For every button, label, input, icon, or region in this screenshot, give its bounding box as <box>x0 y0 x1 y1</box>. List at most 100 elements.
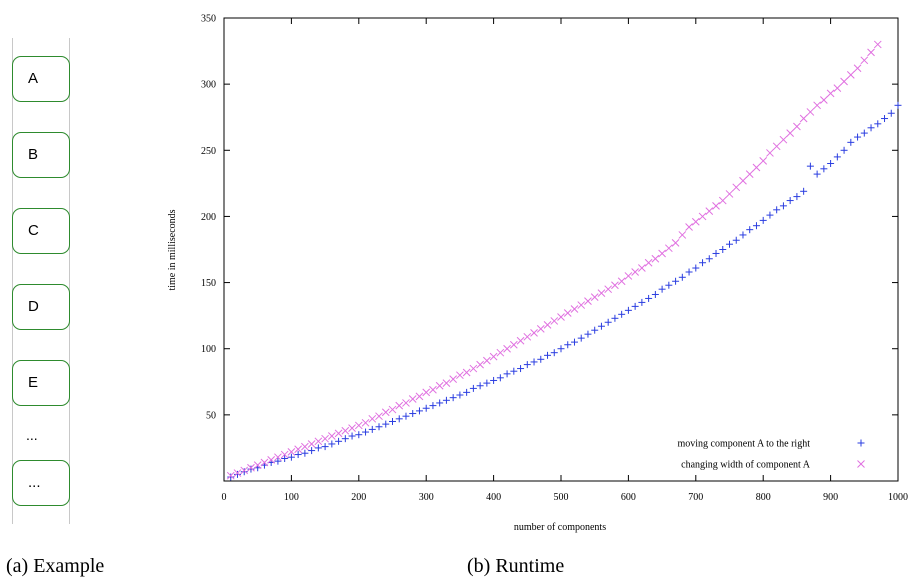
data-point <box>523 332 532 341</box>
data-point <box>368 414 377 423</box>
data-point <box>665 281 673 289</box>
data-point <box>678 231 687 239</box>
cross-b <box>530 328 538 337</box>
cross-b <box>226 471 235 480</box>
data-point <box>590 293 599 301</box>
data-point <box>523 361 531 369</box>
x-tick-label: 700 <box>688 492 703 503</box>
data-point <box>489 352 498 361</box>
data-point <box>247 465 255 473</box>
data-point <box>476 360 484 369</box>
data-point <box>408 395 417 403</box>
cross-b <box>644 258 653 267</box>
legend: moving component A to the right changing … <box>678 439 865 471</box>
data-point <box>287 448 296 456</box>
data-point <box>469 384 477 392</box>
cross-b <box>462 368 471 377</box>
data-point <box>335 437 343 445</box>
cross-b <box>523 332 532 341</box>
cross-b <box>671 239 680 247</box>
data-point <box>301 449 309 457</box>
data-point <box>786 129 795 137</box>
data-point <box>240 468 248 476</box>
data-point <box>550 317 559 325</box>
cross-b <box>584 297 592 305</box>
data-point <box>348 424 356 432</box>
cross-b <box>857 460 865 468</box>
data-point <box>638 264 646 272</box>
cross-b <box>712 201 720 210</box>
cross-b <box>280 450 289 459</box>
caption-runtime: (b) Runtime <box>467 555 565 577</box>
cross-b <box>321 434 329 443</box>
data-point <box>685 223 693 231</box>
data-point <box>894 101 902 109</box>
data-point <box>651 254 660 263</box>
cross-b <box>833 84 842 92</box>
data-point <box>773 206 781 214</box>
data-point <box>854 133 862 141</box>
legend-label: moving component A to the right <box>678 439 811 450</box>
data-point <box>759 157 768 165</box>
data-point <box>389 417 396 425</box>
data-point <box>726 240 733 248</box>
cross-b <box>759 157 768 165</box>
cross-b <box>361 418 370 427</box>
component-box-e: E <box>12 360 70 406</box>
data-point <box>745 170 754 178</box>
data-point <box>793 193 801 201</box>
cross-b <box>334 429 343 438</box>
data-point <box>813 170 821 178</box>
data-point <box>725 190 734 198</box>
data-point <box>536 325 545 333</box>
cross-b <box>826 89 835 98</box>
data-point <box>631 268 639 276</box>
cross-b <box>247 463 255 472</box>
data-point <box>860 56 869 65</box>
data-point <box>308 447 316 455</box>
data-point <box>247 463 255 472</box>
cross-b <box>786 129 795 137</box>
data-point <box>658 249 666 258</box>
data-point <box>509 340 518 349</box>
data-point <box>530 328 538 337</box>
cross-b <box>354 421 363 430</box>
data-point <box>719 246 727 253</box>
data-point <box>496 374 504 382</box>
data-point <box>449 375 458 383</box>
cross-b <box>456 371 464 380</box>
cross-b <box>489 352 498 361</box>
cross-b <box>314 437 323 446</box>
data-point <box>429 402 437 410</box>
cross-b <box>287 448 296 456</box>
cross-b <box>705 207 714 215</box>
data-point <box>739 176 747 185</box>
data-point <box>806 108 815 116</box>
data-point <box>570 338 578 346</box>
data-point <box>530 358 538 366</box>
legend-label: changing width of component A <box>681 460 811 471</box>
data-point <box>253 461 262 469</box>
data-point <box>624 306 632 314</box>
data-point <box>644 258 653 267</box>
data-point <box>597 289 606 298</box>
series-width <box>226 40 882 480</box>
data-point <box>537 355 545 363</box>
data-point <box>496 348 505 357</box>
data-point <box>442 379 451 387</box>
x-tick-label: 500 <box>554 492 569 503</box>
data-point <box>226 471 235 480</box>
data-point <box>752 222 760 230</box>
data-point <box>698 212 707 221</box>
data-point <box>476 382 484 390</box>
data-point <box>827 160 835 168</box>
cross-b <box>307 440 316 448</box>
data-point <box>395 415 403 423</box>
cross-b <box>718 196 727 205</box>
x-tick-label: 0 <box>222 492 227 503</box>
data-point <box>617 277 626 286</box>
data-point <box>591 326 599 334</box>
cross-b <box>375 412 383 421</box>
data-point <box>826 89 835 98</box>
plot-frame <box>223 17 899 482</box>
